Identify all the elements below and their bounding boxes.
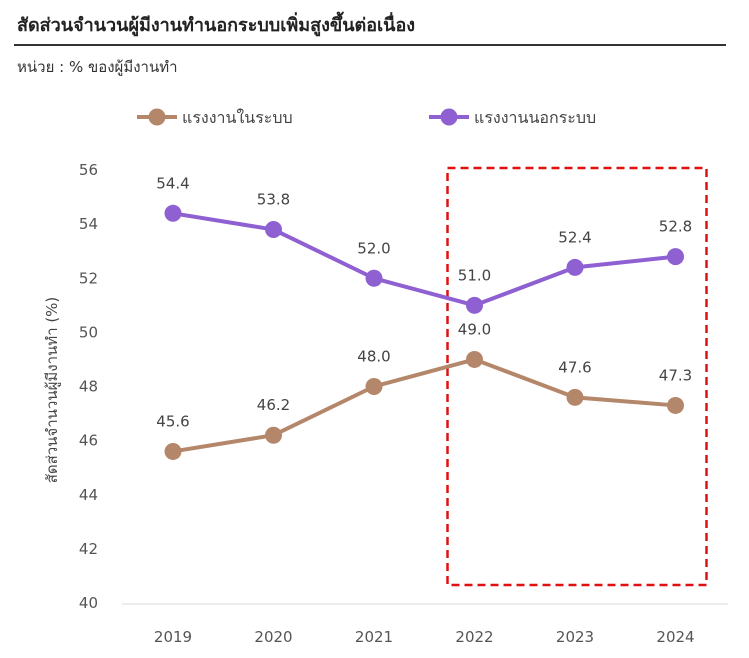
y-tick-label: 56 <box>79 161 98 179</box>
data-label: 46.2 <box>257 396 290 414</box>
data-labels: 45.6 46.2 48.0 49.0 47.6 47.3 54.4 53.8 52.0 51.0… <box>156 174 692 430</box>
y-tick-label: 48 <box>79 378 98 396</box>
series-line <box>172 211 676 308</box>
data-label: 53.8 <box>257 191 290 209</box>
data-label: 47.6 <box>558 358 591 376</box>
y-tick-label: 52 <box>79 269 98 287</box>
data-point <box>164 442 182 460</box>
data-point <box>667 248 684 266</box>
y-axis: 40 42 44 46 48 50 52 54 56 สัดส่วนจำนวนผู้มีงานทำ… <box>43 161 98 612</box>
data-point <box>265 221 282 239</box>
x-tick-label: 2024 <box>656 628 694 646</box>
y-tick-label: 40 <box>79 594 98 612</box>
y-tick-label: 50 <box>79 323 98 341</box>
data-point <box>466 350 483 368</box>
y-tick-label: 42 <box>79 540 98 558</box>
data-point <box>164 204 182 222</box>
legend-marker <box>148 108 166 126</box>
x-tick-label: 2021 <box>355 628 393 646</box>
y-tick-label: 54 <box>79 215 98 233</box>
legend-label: แรงงานในระบบ <box>182 108 293 127</box>
y-tick-label: 44 <box>79 486 98 504</box>
data-label: 52.8 <box>659 218 692 236</box>
data-label: 47.3 <box>659 366 692 384</box>
data-label: 54.4 <box>156 174 189 192</box>
data-point <box>667 396 684 414</box>
data-point <box>566 388 584 406</box>
legend: แรงงานในระบบ แรงงานนอกระบบ <box>137 108 596 127</box>
y-axis-title: สัดส่วนจำนวนผู้มีงานทำ (%) <box>43 297 61 484</box>
data-point <box>265 426 282 444</box>
data-label: 52.4 <box>558 228 591 246</box>
series-group <box>164 204 684 460</box>
series-line <box>172 357 676 454</box>
x-tick-label: 2023 <box>556 628 594 646</box>
data-point <box>365 269 383 287</box>
x-tick-label: 2019 <box>154 628 192 646</box>
x-tick-label: 2020 <box>254 628 292 646</box>
data-label: 45.6 <box>156 412 189 430</box>
legend-label: แรงงานนอกระบบ <box>474 108 596 127</box>
data-label: 49.0 <box>458 320 491 338</box>
data-label: 52.0 <box>357 239 390 257</box>
legend-marker <box>440 108 458 126</box>
data-point <box>466 296 483 314</box>
x-tick-label: 2022 <box>455 628 493 646</box>
chart-title: สัดส่วนจำนวนผู้มีงานทำนอกระบบเพิ่มสูงขึ้… <box>17 15 416 36</box>
data-label: 51.0 <box>458 266 491 284</box>
unit-note: หน่วย : % ของผู้มีงานทำ <box>17 58 178 76</box>
title-divider <box>14 44 726 46</box>
data-point <box>365 378 383 395</box>
y-tick-label: 46 <box>79 432 98 450</box>
data-point <box>566 258 584 276</box>
x-axis: 2019 2020 2021 2022 2023 2024 <box>122 603 728 646</box>
data-label: 48.0 <box>357 348 390 366</box>
